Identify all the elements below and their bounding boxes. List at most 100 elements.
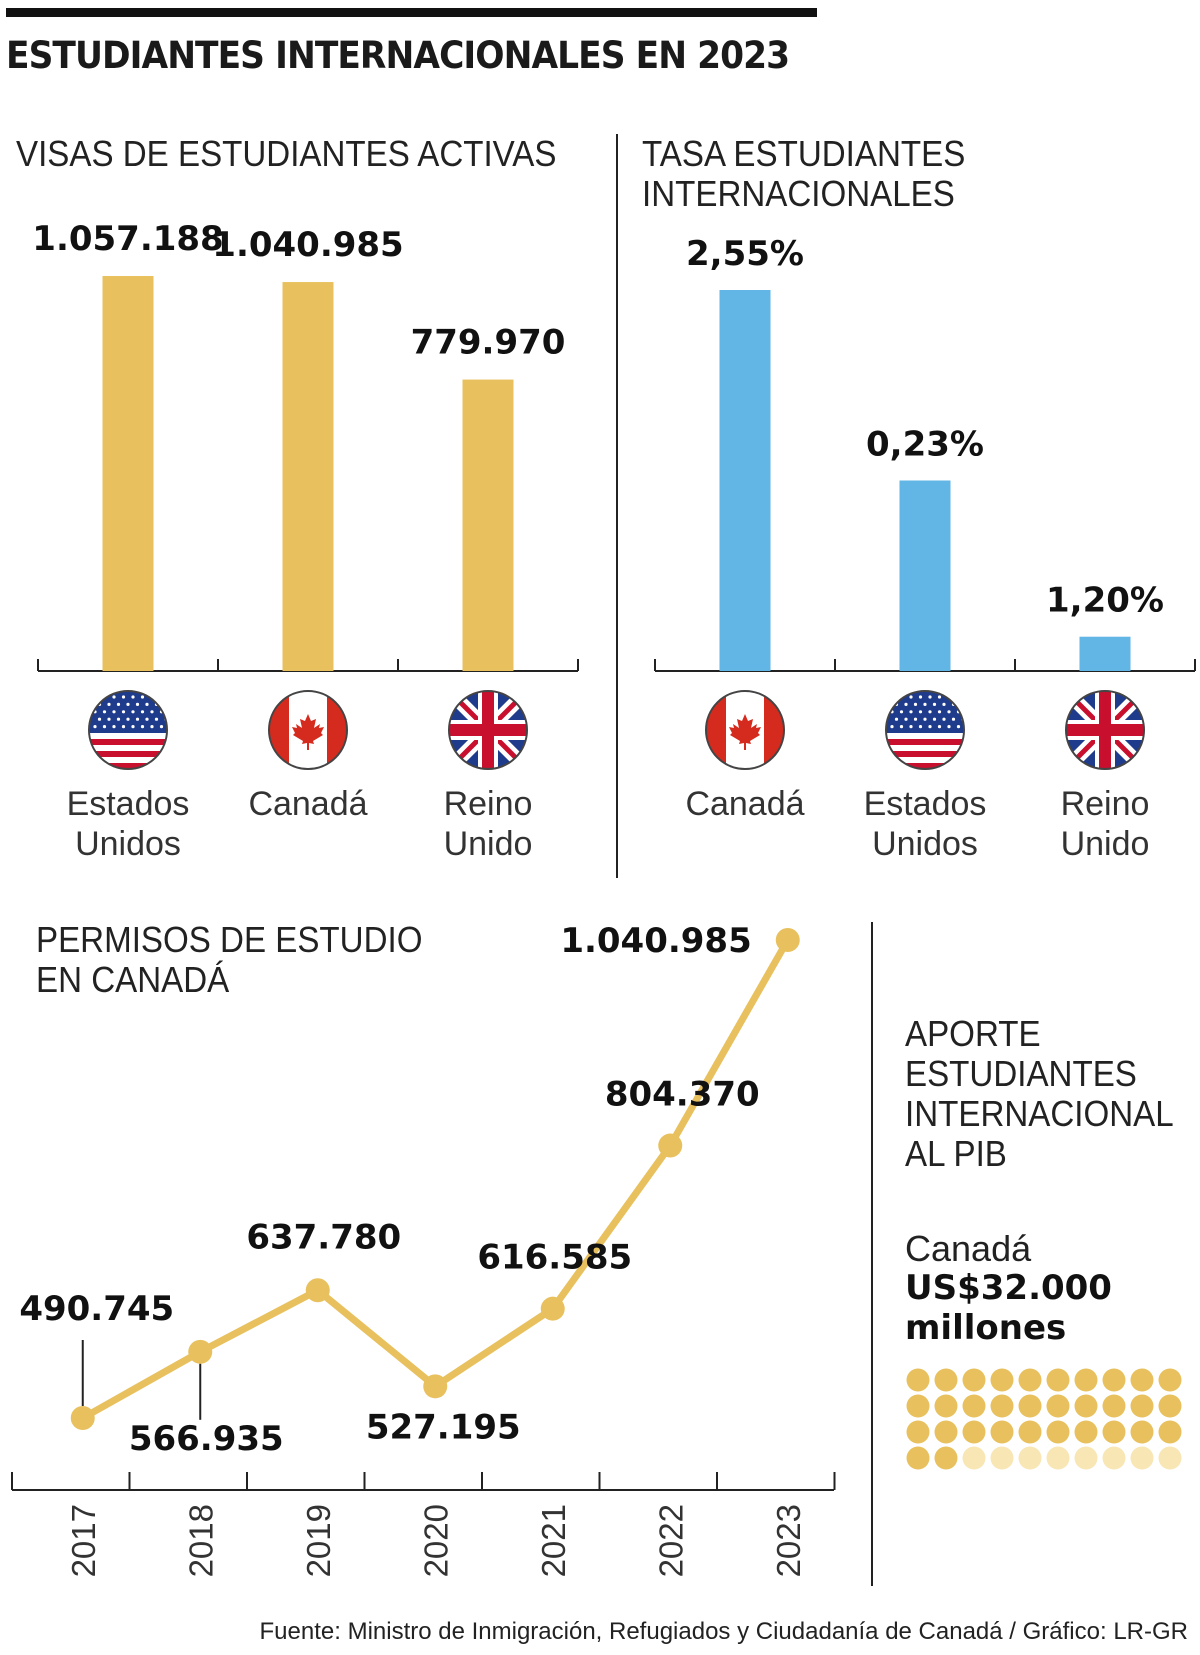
usa-star: [145, 702, 149, 706]
usa-star: [131, 695, 135, 699]
rate-category-label: Canadá: [685, 785, 804, 823]
usa-star: [154, 717, 159, 721]
rate-bar-value: 2,55%: [686, 234, 804, 274]
waffle-dot-empty: [990, 1446, 1014, 1470]
usa-star: [918, 695, 923, 699]
permits-point-value: 490.745: [19, 1289, 174, 1329]
usa-star: [102, 725, 107, 729]
permits-year-label: 2022: [652, 1504, 689, 1577]
waffle-dot-filled: [934, 1368, 958, 1392]
permits-point-value: 566.935: [129, 1419, 284, 1459]
usa-star: [93, 695, 97, 699]
usa-star: [107, 702, 111, 706]
waffle-dot-filled: [1018, 1394, 1042, 1418]
usa-star: [909, 725, 913, 729]
usa-flag-rim: [88, 690, 168, 770]
usa-star: [928, 695, 932, 699]
waffle-dot-filled: [934, 1420, 958, 1444]
permits-point-value: 637.780: [246, 1217, 401, 1257]
rate-category-label: Unidos: [872, 825, 978, 863]
usa-star: [932, 717, 937, 721]
rate-chart-title: TASA ESTUDIANTES INTERNACIONALES: [642, 134, 965, 214]
uk-flag-icon: [1065, 690, 1145, 770]
permits-point-value: 616.585: [477, 1238, 632, 1278]
permits-point-value: 527.195: [366, 1407, 521, 1447]
usa-star: [164, 702, 167, 706]
usa-flag-icon: [88, 690, 168, 770]
waffle-dot-filled: [1102, 1420, 1126, 1444]
usa-star: [140, 725, 145, 729]
usa-stripe: [886, 739, 964, 746]
waffle-dot-empty: [1158, 1446, 1182, 1470]
waffle-dot-empty: [1074, 1446, 1098, 1470]
usa-star: [899, 725, 904, 729]
usa-star: [937, 710, 942, 714]
usa-star: [923, 717, 927, 721]
usa-star: [923, 702, 927, 706]
gdp-amount-line-1: US$32.000: [905, 1268, 1112, 1308]
permits-year-label: 2021: [535, 1504, 572, 1577]
waffle-dot-filled: [1018, 1420, 1042, 1444]
waffle-dot-filled: [1102, 1394, 1126, 1418]
permits-point: [540, 1296, 565, 1321]
permits-series-line: [81, 938, 791, 1422]
usa-canton: [89, 691, 167, 733]
usa-stripe: [89, 739, 167, 746]
usa-star: [116, 702, 121, 706]
usa-star: [126, 717, 130, 721]
usa-star: [904, 702, 908, 706]
rate-title-line-2: INTERNACIONALES: [642, 173, 955, 214]
waffle-dot-empty: [1102, 1446, 1126, 1470]
waffle-dot-filled: [906, 1420, 930, 1444]
waffle-dot-filled: [962, 1394, 986, 1418]
page-title: ESTUDIANTES INTERNACIONALES EN 2023: [6, 34, 790, 77]
usa-star: [956, 695, 961, 699]
waffle-dot-filled: [906, 1368, 930, 1392]
permits-chart-title: PERMISOS DE ESTUDIO EN CANADÁ: [36, 920, 422, 1000]
usa-star: [131, 710, 135, 714]
rate-bar-value: 0,23%: [866, 425, 984, 465]
visas-bar: [462, 379, 514, 671]
usa-star: [890, 725, 894, 729]
visas-category-label: Canadá: [248, 785, 367, 823]
usa-stripe: [886, 751, 964, 758]
permits-point: [305, 1278, 330, 1303]
permits-year-label: 2023: [770, 1504, 807, 1577]
usa-stripe: [89, 745, 167, 752]
permits-point: [658, 1133, 683, 1158]
usa-stripe: [886, 757, 964, 764]
gdp-title-line-2: ESTUDIANTES: [905, 1053, 1137, 1094]
waffle-dot-filled: [1046, 1420, 1070, 1444]
usa-stripe: [89, 763, 167, 769]
canada-flag-icon: [268, 690, 348, 770]
rate-bar: [1079, 636, 1131, 671]
usa-star: [947, 725, 951, 729]
usa-star: [145, 717, 149, 721]
usa-star: [928, 725, 932, 729]
canada-flag-rim: [705, 690, 785, 770]
permits-point: [775, 928, 800, 952]
usa-star: [135, 717, 140, 721]
usa-star: [159, 725, 164, 729]
source-note: Fuente: Ministro de Inmigración, Refugia…: [259, 1618, 1188, 1645]
permits-year-label: 2020: [417, 1504, 454, 1577]
usa-star: [116, 717, 121, 721]
usa-star: [126, 702, 130, 706]
usa-star: [150, 710, 154, 714]
usa-star: [112, 695, 116, 699]
divider-bottom: [871, 922, 873, 1586]
visas-bar-value: 779.970: [411, 323, 566, 363]
permits-point: [423, 1374, 448, 1399]
waffle-dot-filled: [1046, 1368, 1070, 1392]
waffle-dot-filled: [1102, 1368, 1126, 1392]
waffle-dot-filled: [906, 1394, 930, 1418]
usa-stripe: [886, 763, 964, 769]
waffle-dot-empty: [1018, 1446, 1042, 1470]
usa-flag-icon: [885, 690, 965, 770]
usa-stripe: [886, 733, 964, 740]
usa-star: [909, 695, 913, 699]
usa-star: [918, 725, 923, 729]
usa-star: [913, 717, 918, 721]
waffle-dot-filled: [1130, 1368, 1154, 1392]
